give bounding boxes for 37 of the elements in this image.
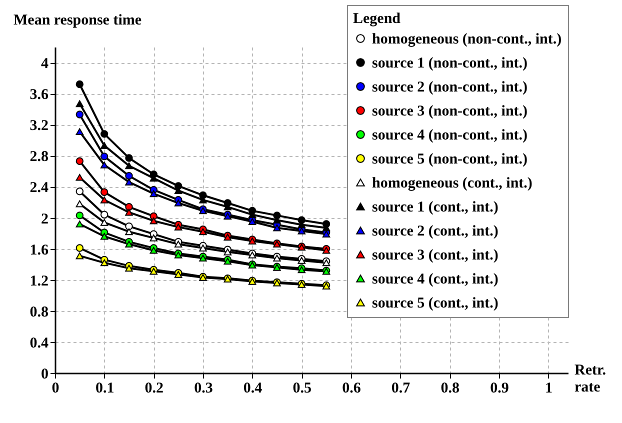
x-tick-label: 0.3	[194, 380, 213, 396]
y-tick-label: 0	[41, 366, 48, 382]
legend-label: source 5 (cont., int.)	[372, 296, 498, 312]
legend-title: Legend	[353, 11, 402, 27]
legend-label: source 1 (non-cont., int.)	[372, 56, 528, 72]
x-tick-label: 0.8	[440, 380, 460, 396]
y-axis-title: Mean response time	[14, 12, 142, 28]
x-tick-label: 0.2	[144, 380, 164, 396]
legend-label: source 4 (cont., int.)	[372, 272, 498, 288]
x-tick-label: 0	[52, 380, 60, 396]
y-tick-label: 1.6	[30, 242, 49, 258]
x-tick-label: 0.7	[391, 380, 411, 396]
x-tick-label: 0.5	[292, 380, 312, 396]
y-tick-label: 0.4	[30, 335, 49, 352]
x-tick-label: 0.1	[95, 380, 114, 396]
x-tick-label: 0.4	[243, 380, 263, 396]
y-tick-label: 2	[41, 211, 48, 228]
legend-label: source 1 (cont., int.)	[372, 200, 498, 216]
y-tick-label: 3.2	[30, 118, 48, 134]
legend-label: source 4 (non-cont., int.)	[372, 128, 528, 144]
y-tick-label: 3.6	[30, 87, 49, 104]
x-tick-label: 0.9	[490, 380, 509, 396]
legend-label: homogeneous (cont., int.)	[372, 176, 532, 192]
x-axis-title: Retr. rate	[574, 362, 606, 396]
y-tick-label: 2.8	[30, 149, 48, 166]
legend-label: source 5 (non-cont., int.)	[372, 152, 528, 168]
x-tick-label: 1	[545, 380, 553, 396]
legend-label: source 2 (cont., int.)	[372, 224, 498, 240]
legend-label: homogeneous (non-cont., int.)	[372, 32, 562, 48]
y-tick-label: 1.2	[30, 273, 48, 290]
y-tick-label: 0.8	[30, 304, 48, 320]
y-tick-label: 2.4	[30, 180, 49, 196]
legend-label: source 3 (non-cont., int.)	[372, 104, 528, 120]
x-tick-label: 0.6	[342, 380, 362, 396]
y-tick-label: 4	[41, 56, 49, 72]
legend-label: source 3 (cont., int.)	[372, 248, 498, 264]
legend-label: source 2 (non-cont., int.)	[372, 80, 528, 96]
